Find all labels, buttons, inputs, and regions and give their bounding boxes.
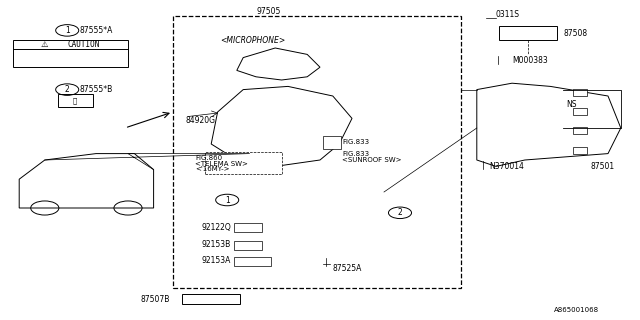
- Text: FIG.833: FIG.833: [342, 151, 369, 156]
- Text: A865001068: A865001068: [554, 308, 598, 313]
- Text: 87501: 87501: [590, 162, 614, 171]
- Text: N370014: N370014: [490, 162, 524, 171]
- Text: 1: 1: [65, 26, 70, 35]
- FancyBboxPatch shape: [499, 26, 557, 40]
- FancyBboxPatch shape: [182, 294, 240, 304]
- Text: FIG.833: FIG.833: [342, 140, 369, 145]
- FancyBboxPatch shape: [573, 147, 587, 154]
- FancyBboxPatch shape: [573, 89, 587, 96]
- Text: <'16MY->: <'16MY->: [195, 166, 230, 172]
- Text: 92153B: 92153B: [202, 240, 231, 249]
- Text: ⚠: ⚠: [41, 40, 49, 49]
- Text: 87555*A: 87555*A: [80, 26, 113, 35]
- Text: 97505: 97505: [257, 7, 281, 16]
- Text: 87507B: 87507B: [141, 295, 170, 304]
- FancyBboxPatch shape: [234, 257, 271, 266]
- Text: 2: 2: [65, 85, 70, 94]
- FancyBboxPatch shape: [234, 223, 262, 232]
- FancyBboxPatch shape: [205, 152, 282, 174]
- Text: <TELEMA SW>: <TELEMA SW>: [195, 161, 248, 167]
- Text: 92122Q: 92122Q: [202, 223, 231, 232]
- Text: FIG.860: FIG.860: [195, 156, 222, 161]
- Text: CAUTION: CAUTION: [67, 40, 99, 49]
- FancyBboxPatch shape: [573, 127, 587, 134]
- Text: 92153A: 92153A: [202, 256, 231, 265]
- Text: 87508: 87508: [563, 29, 588, 38]
- Text: NS: NS: [566, 100, 577, 108]
- FancyBboxPatch shape: [573, 108, 587, 115]
- Text: 1: 1: [225, 196, 230, 204]
- FancyBboxPatch shape: [173, 16, 461, 288]
- FancyBboxPatch shape: [13, 40, 128, 67]
- Text: 87555*B: 87555*B: [80, 85, 113, 94]
- FancyBboxPatch shape: [58, 94, 93, 107]
- FancyBboxPatch shape: [234, 241, 262, 250]
- Text: 0311S: 0311S: [496, 10, 520, 19]
- Text: <SUNROOF SW>: <SUNROOF SW>: [342, 157, 402, 163]
- Text: 87525A: 87525A: [333, 264, 362, 273]
- Text: M000383: M000383: [512, 56, 548, 65]
- Text: 2: 2: [397, 208, 403, 217]
- Text: ⬜: ⬜: [73, 97, 77, 104]
- Text: <MICROPHONE>: <MICROPHONE>: [220, 36, 285, 44]
- Text: 84920G: 84920G: [186, 116, 216, 124]
- FancyBboxPatch shape: [323, 136, 341, 149]
